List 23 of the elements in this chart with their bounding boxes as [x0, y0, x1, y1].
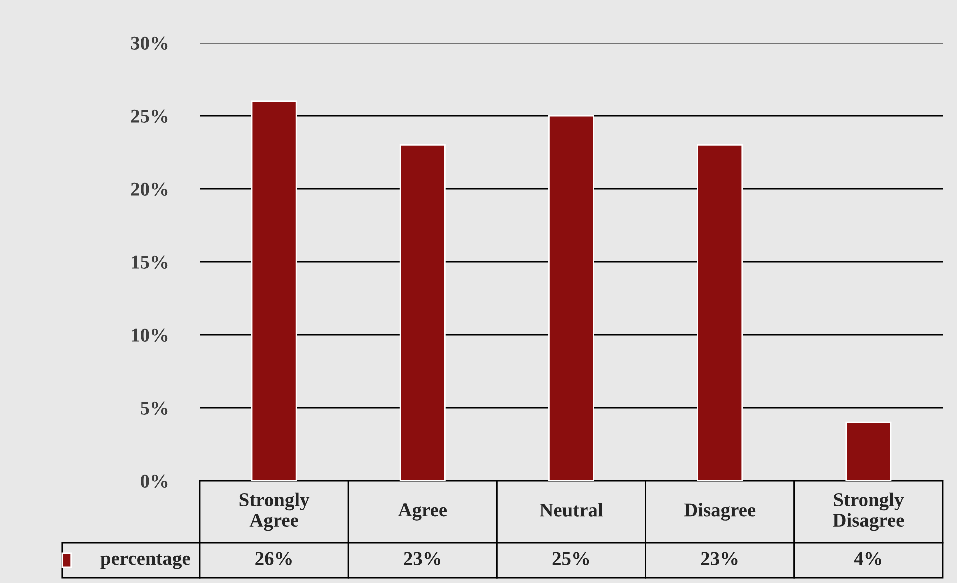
y-tick-label: 20% [131, 182, 168, 196]
data-label: 26% [256, 552, 292, 566]
data-label: 25% [552, 552, 590, 566]
y-tick-label: 5% [141, 402, 168, 415]
x-tick-label: Agree [398, 504, 448, 521]
data-label: 23% [701, 552, 738, 566]
bar [251, 100, 298, 481]
bar [548, 115, 594, 481]
legend-label: percentage [100, 554, 190, 570]
bar [697, 144, 744, 481]
x-tick-label: Strongly Agree [240, 492, 310, 532]
x-tick-label: Neutral [540, 503, 604, 517]
bar [846, 422, 892, 481]
x-tick-label: Disagree [684, 503, 756, 521]
y-tick-label: 10% [132, 328, 168, 342]
y-tick-label: 0% [141, 474, 168, 488]
y-tick-label: 15% [132, 256, 168, 269]
x-tick-label: Strongly Disagree [833, 492, 904, 532]
y-tick-label: 30% [131, 36, 168, 50]
data-label: 23% [404, 552, 441, 566]
bar [400, 144, 446, 481]
data-label: 4% [854, 552, 882, 566]
y-tick-label: 25% [131, 110, 168, 123]
